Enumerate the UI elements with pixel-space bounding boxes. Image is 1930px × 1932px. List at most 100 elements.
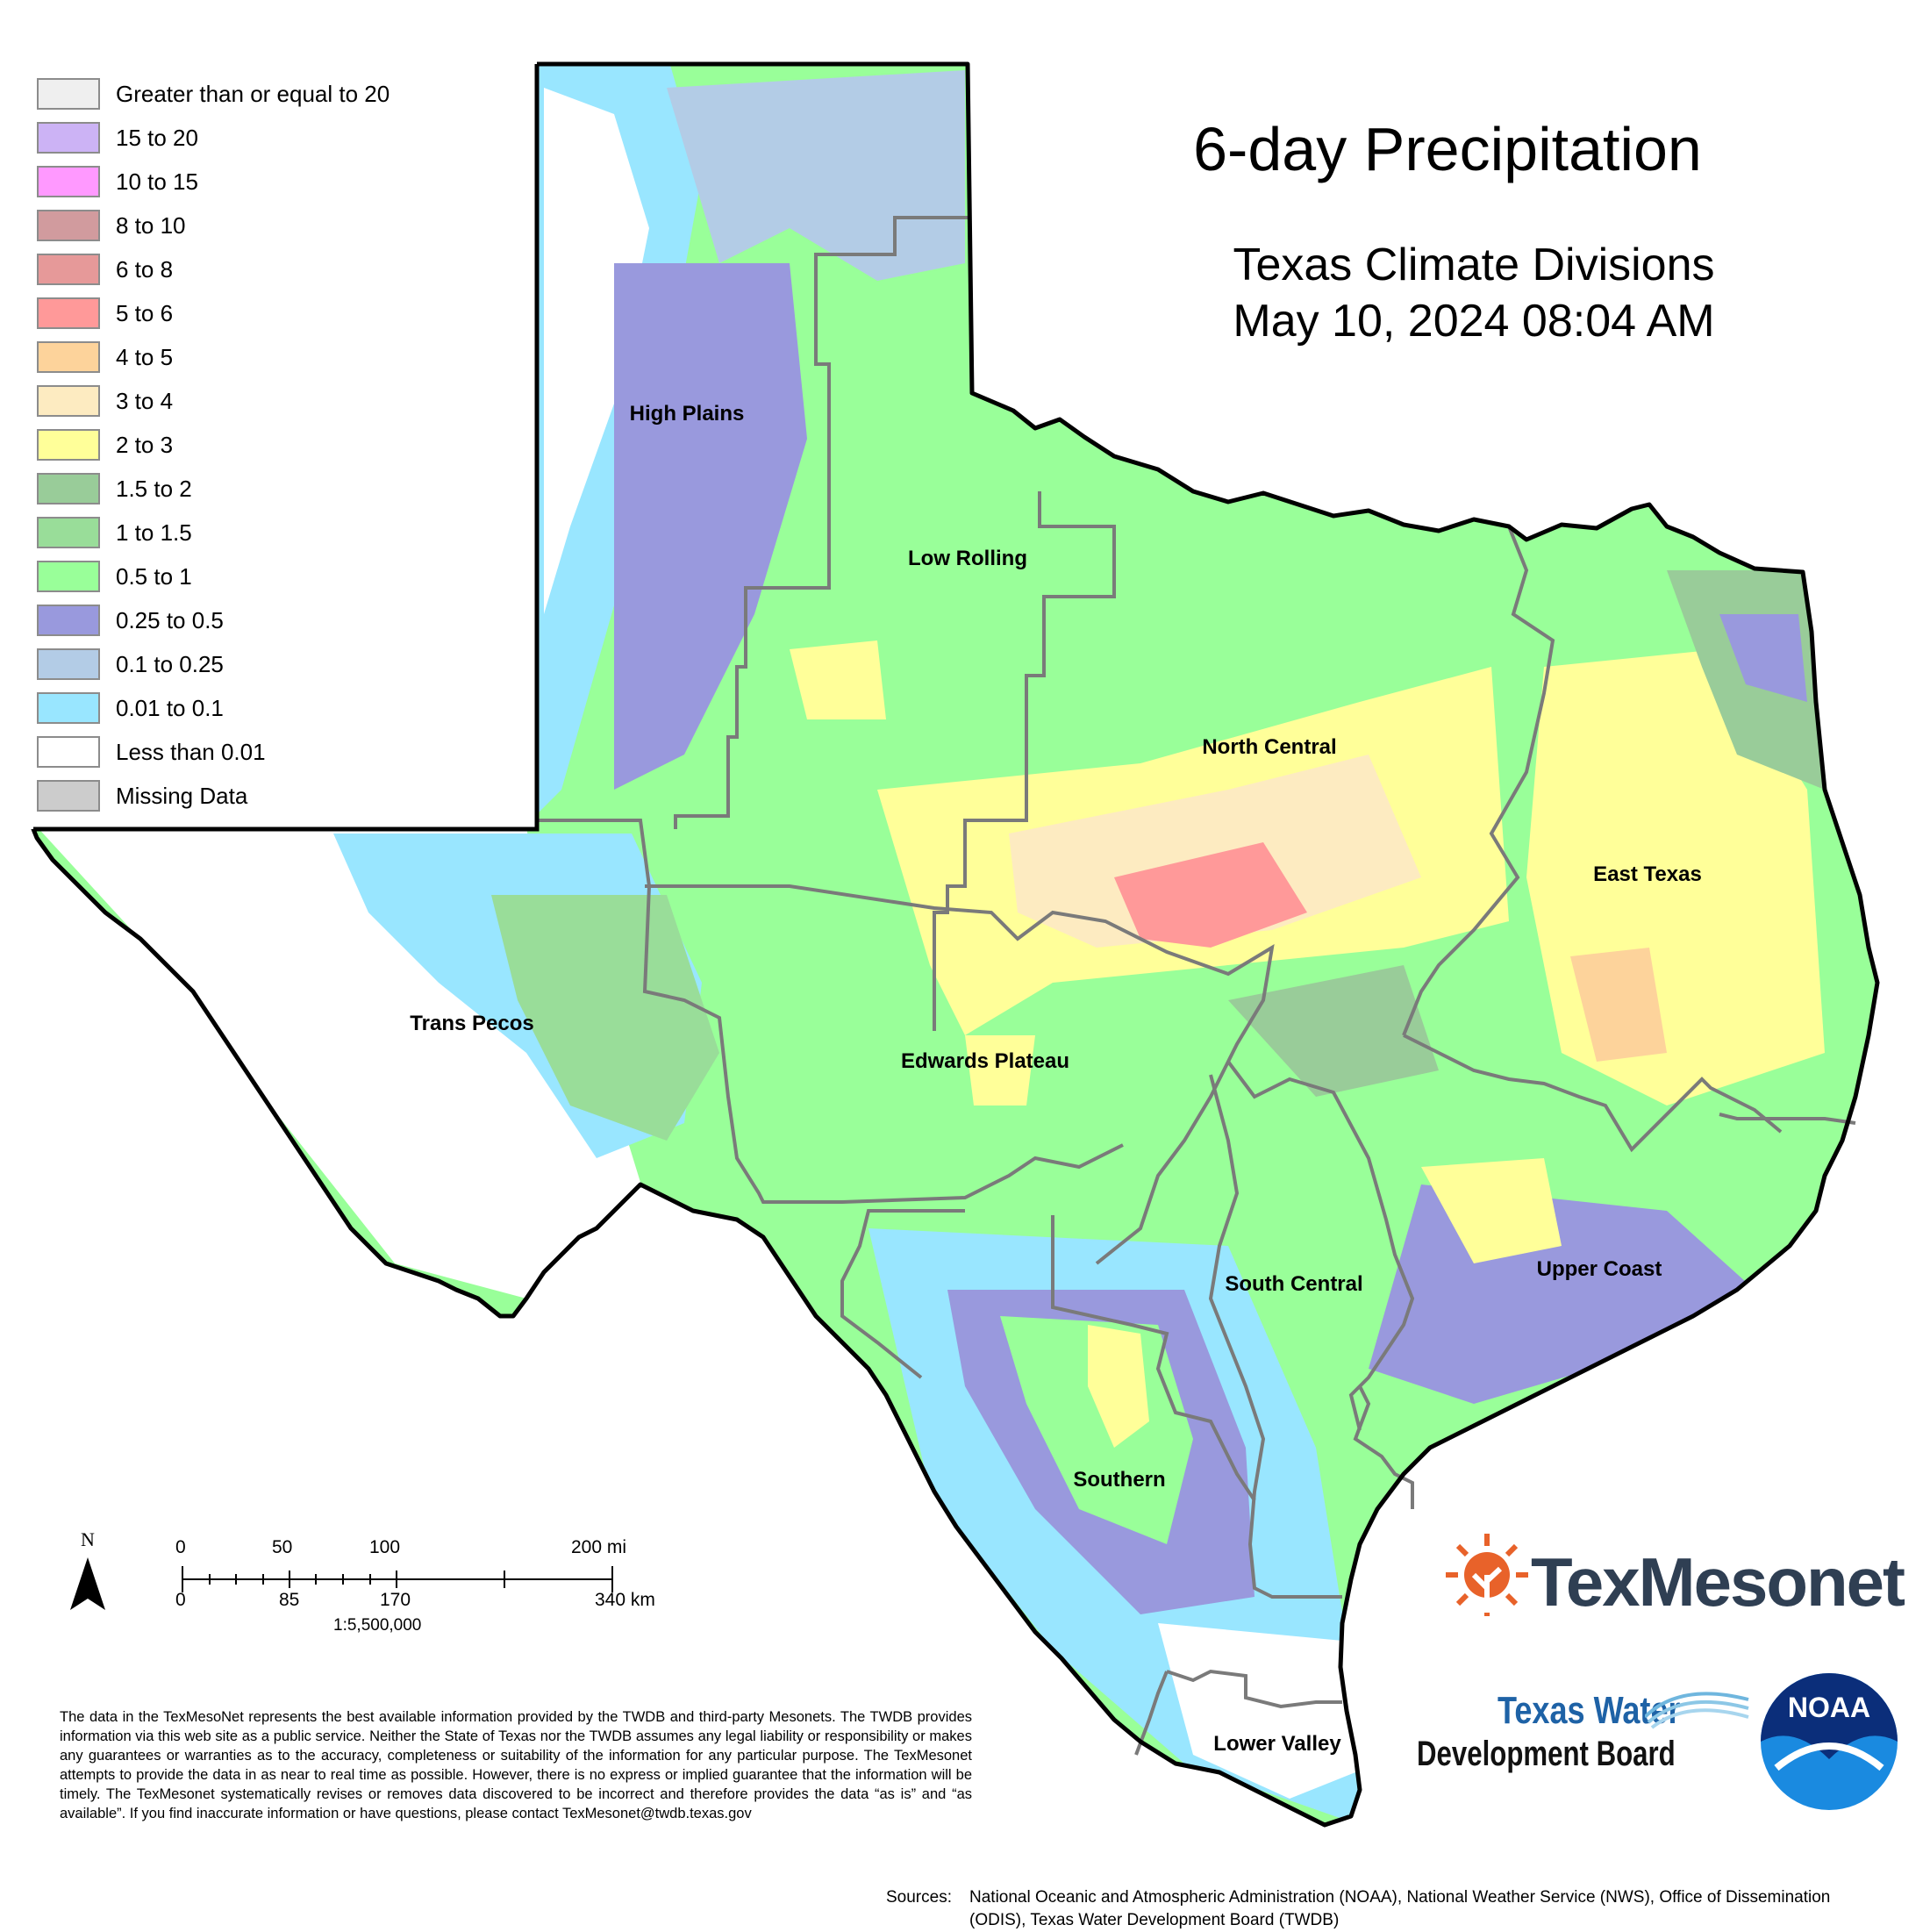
division-label-east-texas: East Texas — [1593, 862, 1702, 886]
legend-item: Less than 0.01 — [37, 730, 528, 774]
scale-km-340: 340 km — [595, 1590, 655, 1610]
legend-swatch — [37, 517, 100, 548]
scale-mi-200: 200 mi — [571, 1537, 627, 1557]
legend-item: Missing Data — [37, 774, 528, 818]
legend-swatch — [37, 166, 100, 197]
legend-item: 0.01 to 0.1 — [37, 686, 528, 730]
legend-item: 2 to 3 — [37, 423, 528, 467]
legend-label: 10 to 15 — [116, 168, 198, 195]
legend-label: 1.5 to 2 — [116, 475, 192, 502]
legend-label: 0.1 to 0.25 — [116, 650, 224, 677]
precip-region — [1570, 948, 1667, 1062]
north-label: N — [81, 1528, 95, 1550]
legend-item: 1.5 to 2 — [37, 467, 528, 511]
legend-label: 8 to 10 — [116, 211, 186, 239]
scale-bar — [182, 1566, 613, 1592]
precip-region — [1114, 842, 1307, 948]
precip-region — [790, 640, 886, 719]
texas-outline — [31, 61, 1880, 1828]
water-wave-icon — [1645, 1692, 1749, 1729]
legend-item: 10 to 15 — [37, 160, 528, 204]
legend-label: 0.25 to 0.5 — [116, 606, 224, 633]
division-label-trans-pecos: Trans Pecos — [410, 1012, 534, 1035]
legend-label: 0.01 to 0.1 — [116, 694, 224, 721]
legend-swatch — [37, 736, 100, 768]
legend-label: 3 to 4 — [116, 387, 174, 414]
legend-swatch — [37, 78, 100, 110]
legend-label: Less than 0.01 — [116, 738, 266, 765]
legend-item: 0.5 to 1 — [37, 555, 528, 598]
twdb-logo: Texas Water Development Board — [1417, 1689, 1750, 1785]
legend-label: 1 to 1.5 — [116, 519, 192, 546]
legend-swatch — [37, 385, 100, 417]
precip-region — [491, 895, 719, 1141]
legend-item: Greater than or equal to 20 — [37, 72, 528, 116]
legend-label: 2 to 3 — [116, 431, 174, 458]
legend-swatch — [37, 122, 100, 154]
legend-swatch — [37, 297, 100, 329]
legend-item: 0.1 to 0.25 — [37, 642, 528, 686]
sources-text: National Oceanic and Atmospheric Adminis… — [969, 1888, 1831, 1929]
map-subtitle: Texas Climate Divisions May 10, 2024 08:… — [1167, 237, 1781, 349]
north-arrow-icon — [70, 1557, 105, 1610]
legend-item: 5 to 6 — [37, 291, 528, 335]
noaa-text: NOAA — [1788, 1692, 1870, 1723]
legend-label: Missing Data — [116, 782, 248, 809]
map-title: 6-day Precipitation — [1193, 115, 1702, 183]
texmesonet-wordmark: TexMesonet — [1531, 1543, 1905, 1621]
legend-label: 4 to 5 — [116, 343, 174, 370]
legend-swatch — [37, 254, 100, 285]
division-label-edwards-plateau: Edwards Plateau — [900, 1049, 1070, 1073]
legend-swatch — [37, 648, 100, 680]
legend-label: 0.5 to 1 — [116, 562, 192, 590]
legend-swatch — [37, 692, 100, 724]
subtitle-line1: Texas Climate Divisions — [1233, 240, 1715, 290]
sources-label: Sources: — [886, 1888, 952, 1907]
precip-region — [544, 88, 649, 614]
precip-region — [1421, 1158, 1562, 1263]
precip-region — [1158, 1623, 1355, 1799]
legend-label: 5 to 6 — [116, 299, 174, 326]
legend-item: 6 to 8 — [37, 247, 528, 291]
noaa-logo: NOAA — [1759, 1671, 1899, 1812]
disclaimer-text: The data in the TexMesoNet represents th… — [60, 1709, 972, 1821]
twdb-line2: Development Board — [1417, 1735, 1676, 1773]
subtitle-date: May 10, 2024 08:04 AM — [1233, 296, 1715, 347]
legend-item: 3 to 4 — [37, 379, 528, 423]
noaa-seagull-icon: NOAA — [1761, 1673, 1898, 1810]
legend-swatch — [37, 341, 100, 373]
legend-label: 15 to 20 — [116, 124, 198, 151]
texmesonet-logo: TexMesonet — [1439, 1527, 1905, 1623]
division-label-southern: Southern — [1073, 1468, 1166, 1492]
division-label-south-central: South Central — [1225, 1272, 1363, 1296]
scale-mi-0: 0 — [175, 1537, 186, 1557]
precip-region — [1000, 1316, 1193, 1544]
scale-km-0: 0 — [175, 1590, 186, 1610]
division-label-lower-valley: Lower Valley — [1213, 1732, 1341, 1756]
division-label-upper-coast: Upper Coast — [1536, 1257, 1662, 1281]
scale-ratio: 1:5,500,000 — [333, 1616, 422, 1635]
precip-region — [667, 70, 965, 281]
legend-swatch — [37, 429, 100, 461]
legend-swatch — [37, 561, 100, 592]
legend-swatch — [37, 210, 100, 241]
precip-region — [1719, 614, 1807, 702]
legend-label: 6 to 8 — [116, 255, 174, 283]
legend-item: 4 to 5 — [37, 335, 528, 379]
legend-swatch — [37, 605, 100, 636]
division-label-low-rolling: Low Rolling — [908, 547, 1027, 570]
scale-km-85: 85 — [279, 1590, 300, 1610]
division-label-north-central: North Central — [1202, 735, 1337, 759]
legend-item: 8 to 10 — [37, 204, 528, 247]
precip-region — [1228, 965, 1439, 1097]
precip-region — [1009, 755, 1421, 948]
scale-mi-50: 50 — [272, 1537, 293, 1557]
scale-km-170: 170 — [380, 1590, 411, 1610]
legend: Greater than or equal to 20 15 to 20 10 to… — [37, 72, 528, 818]
legend-swatch — [37, 780, 100, 812]
legend-frame-border — [33, 64, 540, 832]
precip-region — [614, 263, 807, 790]
precip-region — [1088, 1325, 1149, 1448]
legend-swatch — [37, 473, 100, 504]
